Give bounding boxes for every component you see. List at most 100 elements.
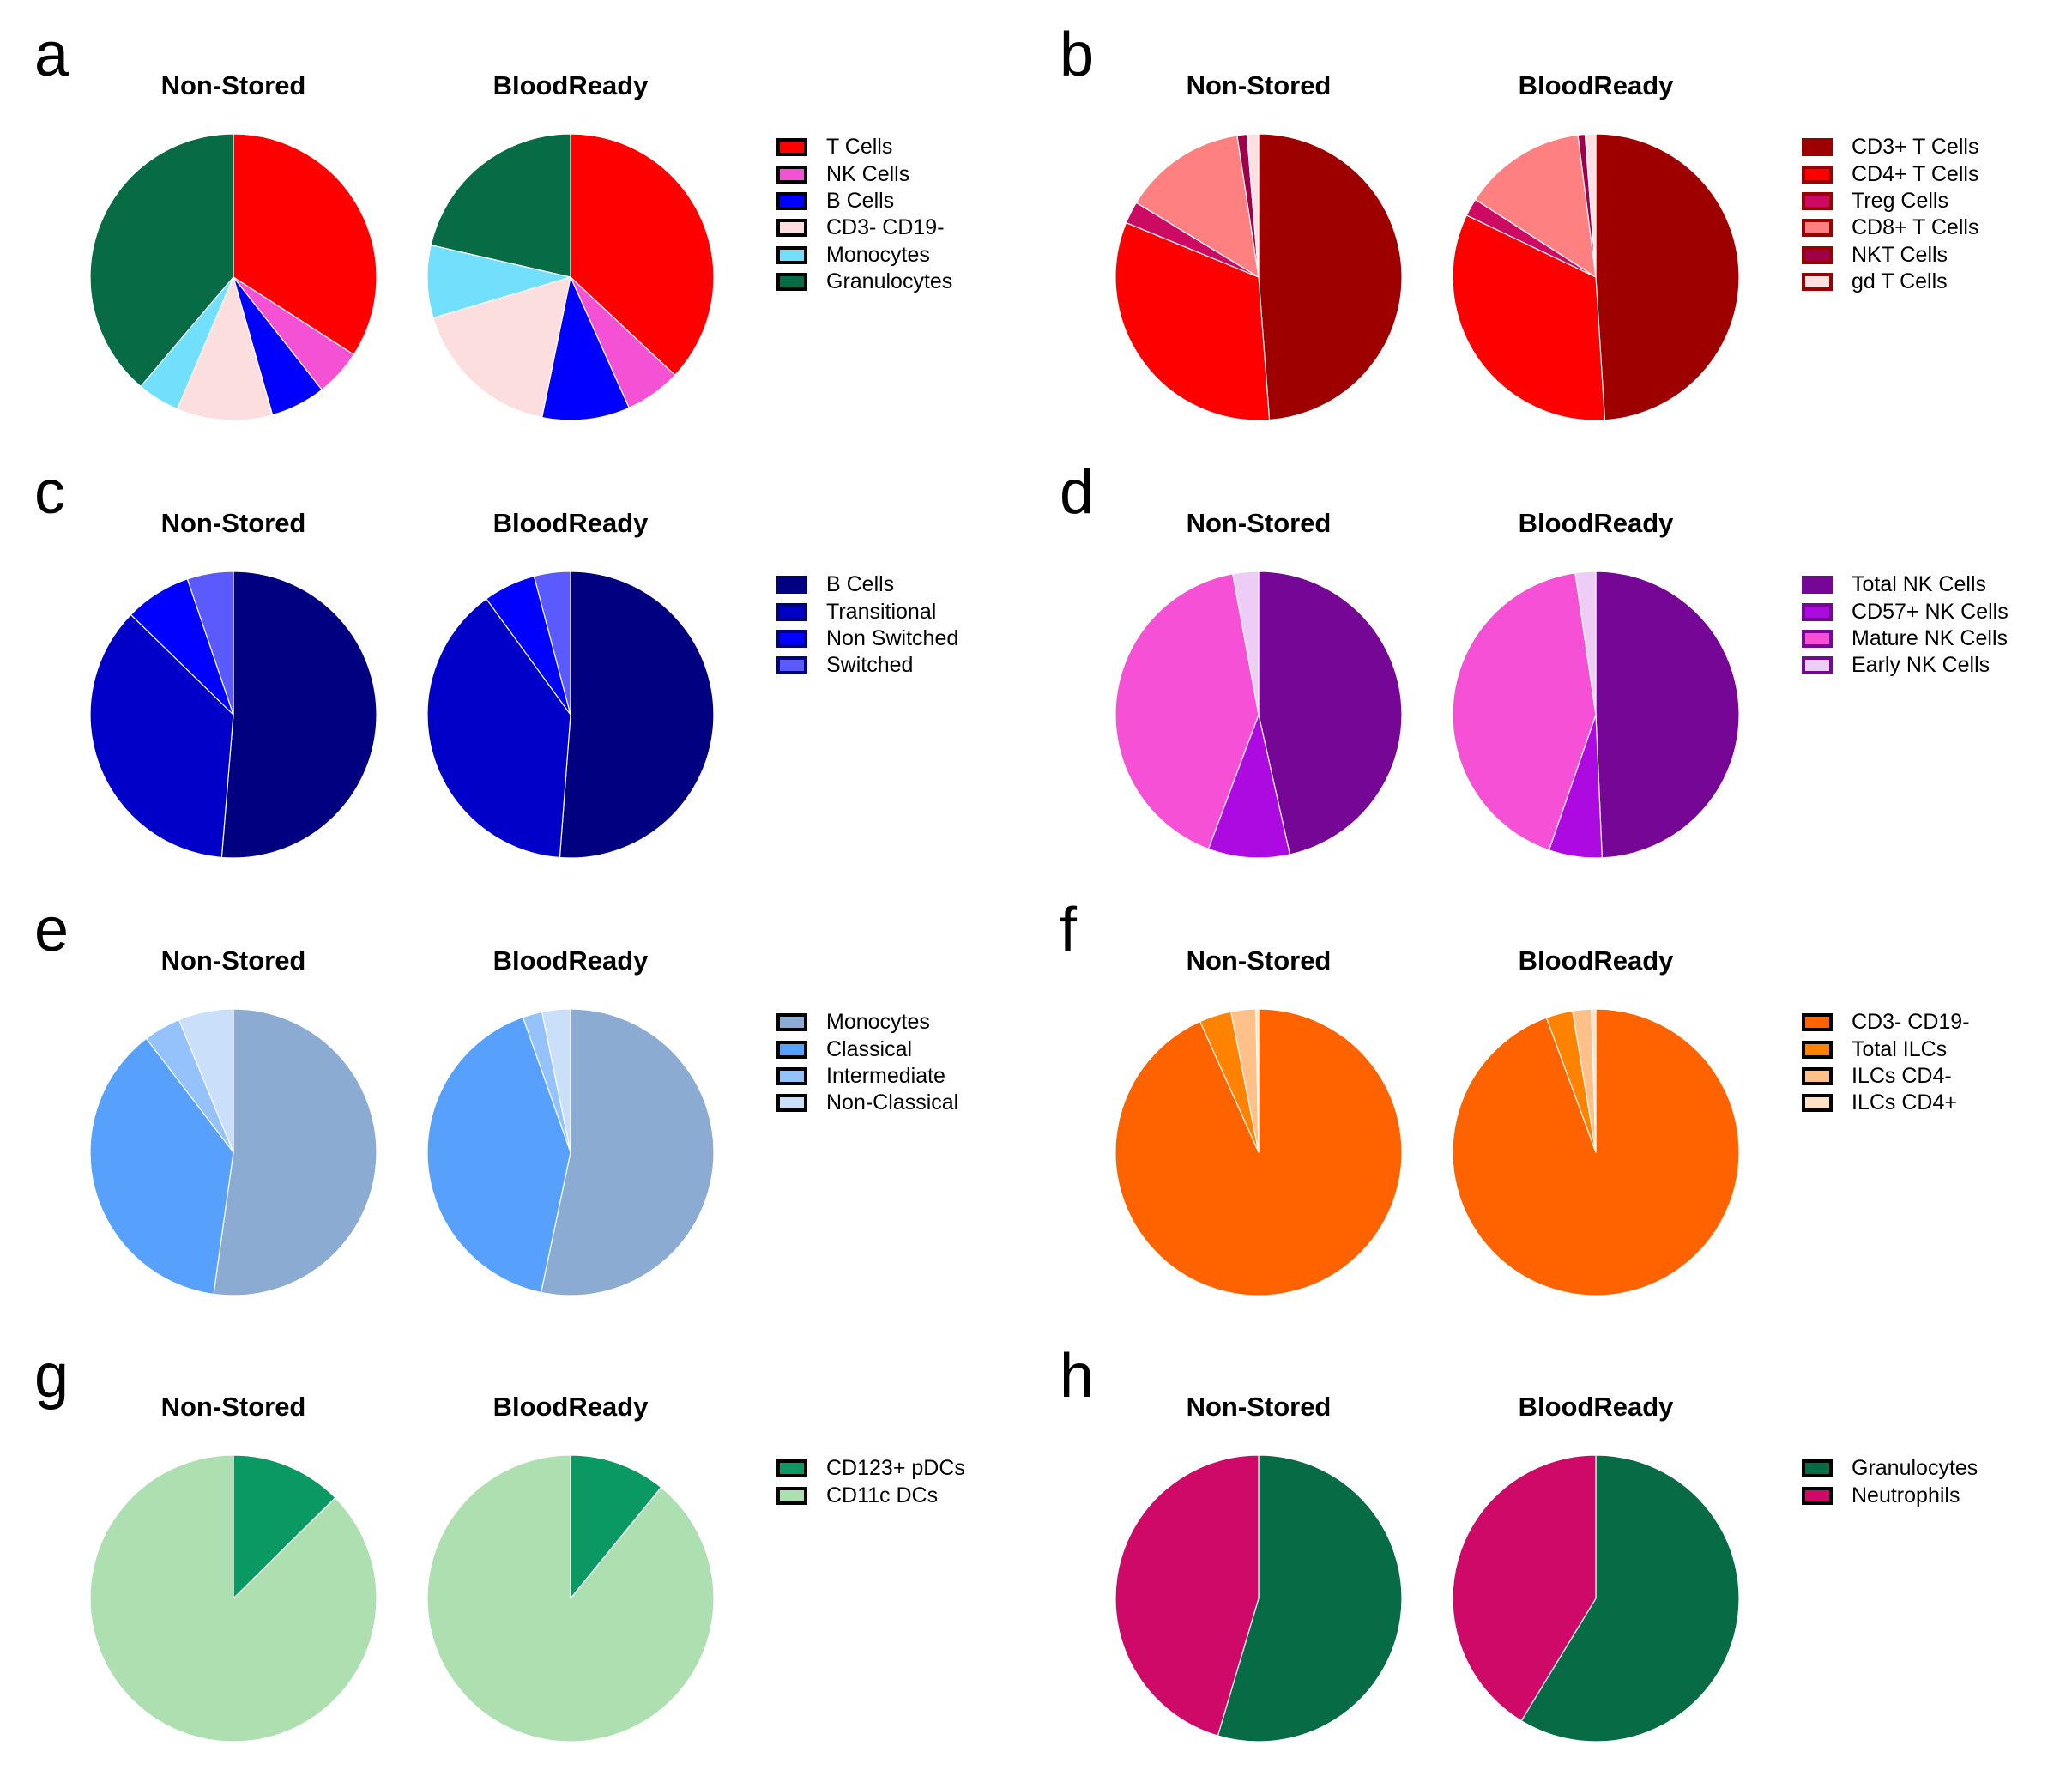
pie-slice: CD3- CD19-: 17.2 bbox=[432, 276, 571, 419]
pie-title: Non-Stored bbox=[160, 508, 306, 538]
pie-non-stored: T Cells: 34.1NK Cells: 5.3B Cells: 6.2CD… bbox=[89, 133, 378, 421]
panel-letter: a bbox=[34, 21, 69, 89]
pie-bloodready: CD3+ T Cells: 49CD4+ T Cells: 33.1Treg C… bbox=[1452, 133, 1740, 421]
legend-label: Non Switched bbox=[826, 625, 959, 650]
legend-swatch bbox=[776, 576, 807, 595]
legend-item: Monocytes bbox=[776, 1009, 958, 1036]
pie-title: BloodReady bbox=[1518, 945, 1674, 976]
legend-label: ILCs CD4- bbox=[1852, 1063, 1952, 1088]
legend-label: CD4+ T Cells bbox=[1852, 161, 1979, 186]
pie-slice: T Cells: 34.1 bbox=[233, 133, 378, 355]
panel-letter: h bbox=[1060, 1342, 1095, 1411]
legend: Monocytes Classical Intermediate Non-Classi… bbox=[776, 1009, 958, 1117]
legend-item: Early NK Cells bbox=[1802, 652, 2009, 679]
legend-swatch bbox=[1802, 629, 1833, 648]
pie-slice: CD3+ T Cells: 49 bbox=[1595, 133, 1740, 421]
legend-label: NK Cells bbox=[826, 161, 910, 186]
pie-bloodready: CD3- CD19-: 94.4Total ILCs: 3ILCs CD4-: … bbox=[1452, 1008, 1740, 1296]
pie-slice: Monocytes: 53.3 bbox=[541, 1008, 715, 1296]
legend-item: CD8+ T Cells bbox=[1802, 214, 1978, 241]
pie-title: Non-Stored bbox=[1186, 508, 1332, 538]
legend-item: Total NK Cells bbox=[1802, 571, 2009, 598]
pie-charts: CD3+ T Cells: 48.8CD4+ T Cells: 32.4Treg… bbox=[1115, 133, 1740, 421]
legend-swatch bbox=[1802, 219, 1833, 238]
legend-label: Total ILCs bbox=[1852, 1036, 1948, 1061]
legend-item: Non Switched bbox=[776, 625, 958, 652]
pie-title: BloodReady bbox=[492, 508, 649, 538]
panel-d: d Non-Stored BloodReady Total NK Cells: 46.… bbox=[1025, 438, 2055, 875]
pie-title: BloodReady bbox=[1518, 508, 1674, 538]
legend-item: gd T Cells bbox=[1802, 269, 1978, 295]
pie-slice: Transitional: 38.8 bbox=[426, 598, 571, 859]
panel-letter: e bbox=[34, 896, 69, 964]
legend-swatch bbox=[1802, 1094, 1833, 1113]
panel-f: f Non-Stored BloodReady CD3- CD19-: 93.3Tot… bbox=[1025, 875, 2055, 1313]
legend-item: Treg Cells bbox=[1802, 188, 1978, 214]
pie-title: BloodReady bbox=[492, 945, 649, 976]
pie-bloodready: Granulocytes: 58.7Neutrophils: 41.3 bbox=[1452, 1454, 1740, 1743]
pie-non-stored: CD3+ T Cells: 48.8CD4+ T Cells: 32.4Treg… bbox=[1115, 133, 1403, 421]
pie-charts: CD3- CD19-: 93.3Total ILCs: 3.6ILCs CD4-… bbox=[1115, 1008, 1740, 1296]
legend-swatch bbox=[1802, 245, 1833, 264]
pie-slice: Granulocytes: 54.6 bbox=[1217, 1454, 1403, 1743]
legend-label: T Cells bbox=[826, 135, 893, 160]
legend-item: ILCs CD4- bbox=[1802, 1063, 1970, 1090]
legend-item: CD123+ pDCs bbox=[776, 1455, 965, 1482]
pie-bloodready: Monocytes: 53.3Classical: 41.3Intermedia… bbox=[426, 1008, 715, 1296]
legend-swatch bbox=[776, 165, 807, 184]
pie-title: Non-Stored bbox=[1186, 945, 1332, 976]
panel-letter: g bbox=[34, 1342, 69, 1411]
panel-h: h Non-Stored BloodReady Granulocytes: 54.6 N… bbox=[1025, 1321, 2055, 1759]
legend-item: ILCs CD4+ bbox=[1802, 1090, 1970, 1116]
legend-label: CD3- CD19- bbox=[1852, 1010, 1970, 1035]
pie-slice: T Cells: 37 bbox=[570, 133, 715, 376]
legend-item: B Cells bbox=[776, 571, 958, 598]
legend-label: Granulocytes bbox=[1852, 1456, 1978, 1481]
panel-letter: d bbox=[1060, 458, 1095, 527]
pie-slice: CD3+ T Cells: 48.8 bbox=[1258, 133, 1403, 421]
pie-non-stored: Total NK Cells: 46.5CD57+ NK Cells: 9.2M… bbox=[1115, 571, 1403, 859]
pie-charts: Monocytes: 52.2Classical: 37.4Intermedia… bbox=[89, 1008, 715, 1296]
pie-slice: Mature NK Cells: 41.4 bbox=[1115, 573, 1260, 849]
legend-item: CD4+ T Cells bbox=[1802, 160, 1978, 187]
legend-swatch bbox=[1802, 1013, 1833, 1032]
legend-label: Intermediate bbox=[826, 1063, 945, 1088]
pie-slice: gd T Cells: 1.2 bbox=[1584, 133, 1597, 278]
pie-title: Non-Stored bbox=[1186, 70, 1332, 100]
pie-slice: Early NK Cells: 2.9 bbox=[1232, 571, 1260, 716]
pie-title: BloodReady bbox=[1518, 1392, 1674, 1422]
legend-swatch bbox=[776, 273, 807, 292]
legend-label: gd T Cells bbox=[1852, 269, 1948, 294]
pie-slice: Non-Classical: 6.2 bbox=[178, 1008, 234, 1153]
legend-item: CD3+ T Cells bbox=[1802, 134, 1978, 160]
pie-charts: T Cells: 34.1NK Cells: 5.3B Cells: 6.2CD… bbox=[89, 133, 715, 421]
legend-item: CD3- CD19- bbox=[776, 214, 952, 241]
pie-slice: Mature NK Cells: 42.4 bbox=[1452, 572, 1597, 851]
pie-slice: ILCs CD4+: 0.5 bbox=[1591, 1008, 1597, 1153]
legend-swatch bbox=[1802, 576, 1833, 595]
pie-slice: Granulocytes: 58.7 bbox=[1520, 1454, 1740, 1743]
pie-title: Non-Stored bbox=[1186, 1392, 1332, 1422]
pie-title: BloodReady bbox=[492, 70, 649, 100]
legend-label: CD3+ T Cells bbox=[1852, 135, 1979, 160]
pie-slice: Granulocytes: 38.8 bbox=[89, 133, 234, 387]
pie-charts: CD123+ pDCs: 12.6CD11c DCs: 87.4CD123+ p… bbox=[89, 1454, 715, 1743]
legend-label: Classical bbox=[826, 1036, 913, 1061]
legend-item: Intermediate bbox=[776, 1063, 958, 1090]
legend-label: Mature NK Cells bbox=[1852, 625, 2008, 650]
legend-label: Non-Classical bbox=[826, 1090, 959, 1115]
legend-swatch bbox=[776, 1094, 807, 1113]
pie-slice: CD57+ NK Cells: 9.2 bbox=[1207, 714, 1291, 859]
legend-item: Neutrophils bbox=[1802, 1482, 1978, 1508]
pie-title: Non-Stored bbox=[160, 70, 306, 100]
pie-slice: CD4+ T Cells: 32.4 bbox=[1115, 221, 1271, 421]
pie-title: BloodReady bbox=[492, 1392, 649, 1422]
legend-item: CD11c DCs bbox=[776, 1482, 965, 1508]
legend-swatch bbox=[776, 245, 807, 264]
legend-swatch bbox=[1802, 656, 1833, 675]
legend-label: Neutrophils bbox=[1852, 1483, 1960, 1507]
legend-label: Switched bbox=[826, 653, 914, 678]
